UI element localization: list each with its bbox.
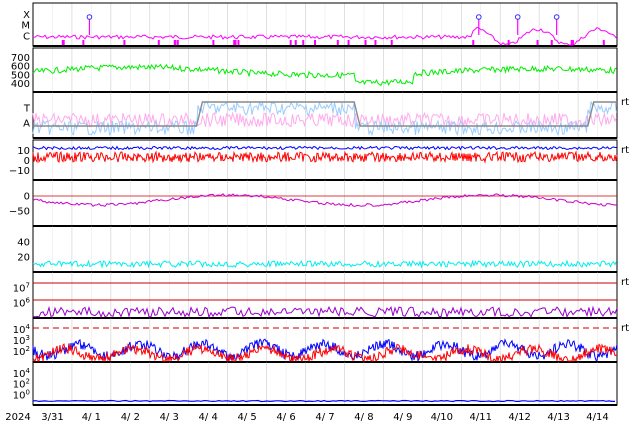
electron-flux-line: [32, 305, 618, 319]
y-tick-label: A: [23, 119, 30, 130]
x-tick-label: 4/10: [431, 412, 453, 423]
y-tick-label: M: [21, 21, 30, 32]
y-tick-label: 100: [13, 388, 30, 401]
x-tick-label: 4/14: [586, 412, 608, 423]
proton-density-line: [32, 259, 617, 269]
y-tick-label: 40: [17, 237, 30, 248]
x-tick-label: 3/31: [41, 412, 63, 423]
flare-marker: [553, 14, 560, 20]
y-tick-exponent: 3: [26, 334, 30, 342]
y-tick-exponent: 7: [26, 281, 30, 289]
x-tick-label: 4/ 9: [393, 412, 412, 423]
imf-bt-line: [32, 145, 617, 151]
panel-dst: 0−50: [9, 179, 618, 227]
x-tick-label: 4/ 4: [199, 412, 218, 423]
x-tick-label: 4/ 5: [237, 412, 256, 423]
y-tick-exponent: 2: [26, 378, 30, 386]
proton-low-line: [32, 343, 618, 363]
sector-boundary-line: [33, 101, 617, 127]
y-tick-label: 10: [17, 146, 30, 157]
y-tick-label: T: [23, 103, 31, 114]
y-tick-exponent: 2: [26, 345, 30, 353]
xray-flux-line: [32, 26, 618, 46]
chart-panels: XMC700600500400TArt100−10rt0−50402010710…: [9, 2, 629, 406]
y-tick-exponent: 4: [26, 323, 31, 331]
y-tick-label: X: [23, 10, 30, 21]
y-tick-label: 102: [13, 345, 30, 358]
flare-marker: [514, 14, 521, 20]
y-tick-label: 700: [11, 53, 30, 64]
year-label: 2024: [5, 412, 30, 423]
y-tick-label: 400: [11, 79, 30, 90]
y-tick-label: 0: [24, 156, 30, 167]
panel-electron: 107 106 rt: [13, 271, 629, 319]
y-tick-label: −50: [9, 207, 30, 218]
y-tick-label: 500: [11, 70, 30, 81]
y-tick-exponent: 0: [26, 388, 30, 396]
x-tick-label: 4/13: [547, 412, 569, 423]
y-tick-label: 20: [17, 253, 30, 264]
x-tick-label: 4/ 7: [315, 412, 334, 423]
x-tick-label: 4/ 1: [82, 412, 101, 423]
y-tick-label: 107: [13, 281, 30, 294]
side-mark: rt: [621, 97, 629, 108]
flare-marker: [86, 14, 93, 20]
x-tick-label: 4/ 2: [121, 412, 140, 423]
y-tick-label: C: [23, 31, 30, 42]
y-tick-label: 106: [13, 297, 31, 310]
y-tick-exponent: 4: [26, 367, 31, 375]
x-axis: 2024 3/31 4/ 1 4/ 2 4/ 3 4/ 4 4/ 5 4/ 6 4/ 7 4/ …: [5, 412, 608, 423]
panel-flare: XMC: [21, 2, 618, 47]
x-tick-label: 4/ 8: [354, 412, 373, 423]
x-tick-label: 4/ 3: [160, 412, 179, 423]
x-tick-label: 4/11: [469, 412, 491, 423]
x-tick-label: 4/12: [508, 412, 530, 423]
proton-high-line: [32, 338, 618, 362]
panel-imf: 100−10 rt: [9, 139, 629, 181]
sector-toward-line: [32, 100, 617, 137]
side-mark: rt: [621, 323, 629, 334]
cosmic-ray-line: [32, 399, 615, 403]
y-tick-label: 0: [24, 191, 30, 202]
side-mark: rt: [621, 145, 629, 156]
solar-wind-speed-line: [32, 63, 617, 86]
dst-line: [32, 193, 618, 207]
x-tick-label: 4/ 6: [276, 412, 295, 423]
imf-bz-line: [32, 150, 618, 164]
y-tick-label: 600: [11, 62, 30, 73]
side-mark: rt: [621, 277, 629, 288]
y-tick-exponent: 6: [26, 297, 31, 305]
flare-marker: [475, 14, 482, 20]
y-tick-label: −10: [9, 166, 30, 177]
